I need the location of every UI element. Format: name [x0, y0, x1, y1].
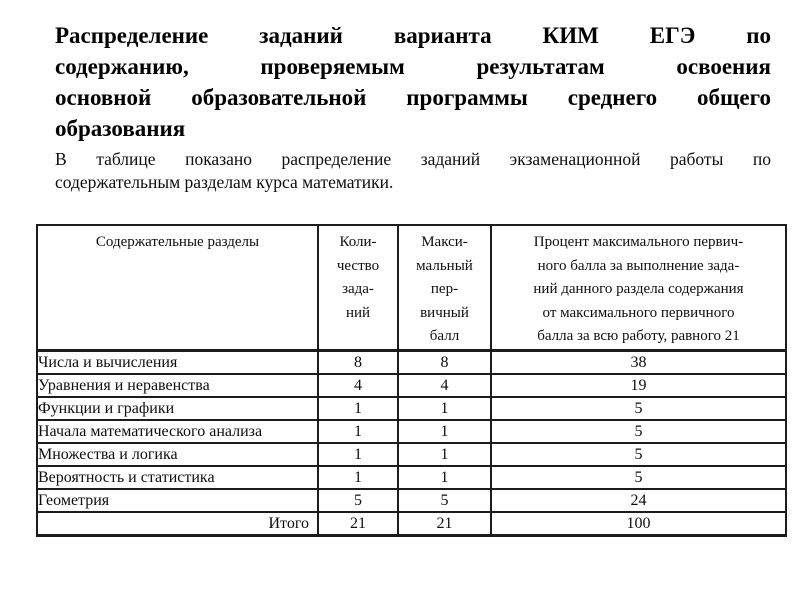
page-title: Распределение заданий варианта КИМ ЕГЭ п…	[55, 20, 771, 144]
percent-cell: 5	[490, 418, 787, 444]
percent-cell: 19	[490, 372, 787, 398]
section-cell: Начала математического анализа	[36, 418, 319, 444]
percent-cell: 24	[490, 487, 787, 513]
task-distribution-table: Содержательные разделы Коли- чество зада…	[36, 224, 787, 537]
max-score-cell: 4	[397, 372, 492, 398]
tasks-cell: 1	[317, 464, 399, 490]
tasks-cell: 8	[317, 349, 399, 375]
tasks-cell: 1	[317, 395, 399, 421]
table-row: Множества и логика 1 1 5	[36, 441, 787, 467]
column-header-max-score: Макси- мальный пер- вичный балл	[397, 224, 492, 352]
total-tasks-cell: 21	[317, 510, 399, 537]
section-cell: Геометрия	[36, 487, 319, 513]
max-score-cell: 8	[397, 349, 492, 375]
table-row: Функции и графики 1 1 5	[36, 395, 787, 421]
total-percent-cell: 100	[490, 510, 787, 537]
table-row: Начала математического анализа 1 1 5	[36, 418, 787, 444]
title-line: основной образовательной программы средн…	[55, 85, 771, 110]
max-score-cell: 1	[397, 464, 492, 490]
section-cell: Вероятность и статистика	[36, 464, 319, 490]
table-header-row: Содержательные разделы Коли- чество зада…	[36, 224, 787, 352]
table-row: Геометрия 5 5 24	[36, 487, 787, 513]
max-score-cell: 5	[397, 487, 492, 513]
intro-paragraph: В таблице показано распределение заданий…	[55, 148, 771, 194]
tasks-cell: 5	[317, 487, 399, 513]
percent-cell: 5	[490, 441, 787, 467]
intro-line: В таблице показано распределение заданий…	[55, 149, 771, 169]
percent-cell: 5	[490, 395, 787, 421]
total-label-cell: Итого	[36, 510, 319, 537]
title-line: содержанию, проверяемым результатам осво…	[55, 54, 771, 79]
percent-cell: 38	[490, 349, 787, 375]
column-header-sections: Содержательные разделы	[36, 224, 319, 352]
table-row: Вероятность и статистика 1 1 5	[36, 464, 787, 490]
table-row: Уравнения и неравенства 4 4 19	[36, 372, 787, 398]
tasks-cell: 1	[317, 418, 399, 444]
section-cell: Функции и графики	[36, 395, 319, 421]
max-score-cell: 1	[397, 418, 492, 444]
column-header-percent: Процент максимального первич- ного балла…	[490, 224, 787, 352]
intro-line: содержательным разделам курса математики…	[55, 172, 394, 192]
total-max-score-cell: 21	[397, 510, 492, 537]
section-cell: Числа и вычисления	[36, 349, 319, 375]
total-row: Итого 21 21 100	[36, 510, 787, 537]
max-score-cell: 1	[397, 441, 492, 467]
tasks-cell: 1	[317, 441, 399, 467]
table-row: Числа и вычисления 8 8 38	[36, 349, 787, 375]
title-line: образования	[55, 116, 186, 141]
section-cell: Множества и логика	[36, 441, 319, 467]
percent-cell: 5	[490, 464, 787, 490]
tasks-cell: 4	[317, 372, 399, 398]
max-score-cell: 1	[397, 395, 492, 421]
title-line: Распределение заданий варианта КИМ ЕГЭ п…	[55, 23, 771, 48]
section-cell: Уравнения и неравенства	[36, 372, 319, 398]
column-header-task-count: Коли- чество зада- ний	[317, 224, 399, 352]
